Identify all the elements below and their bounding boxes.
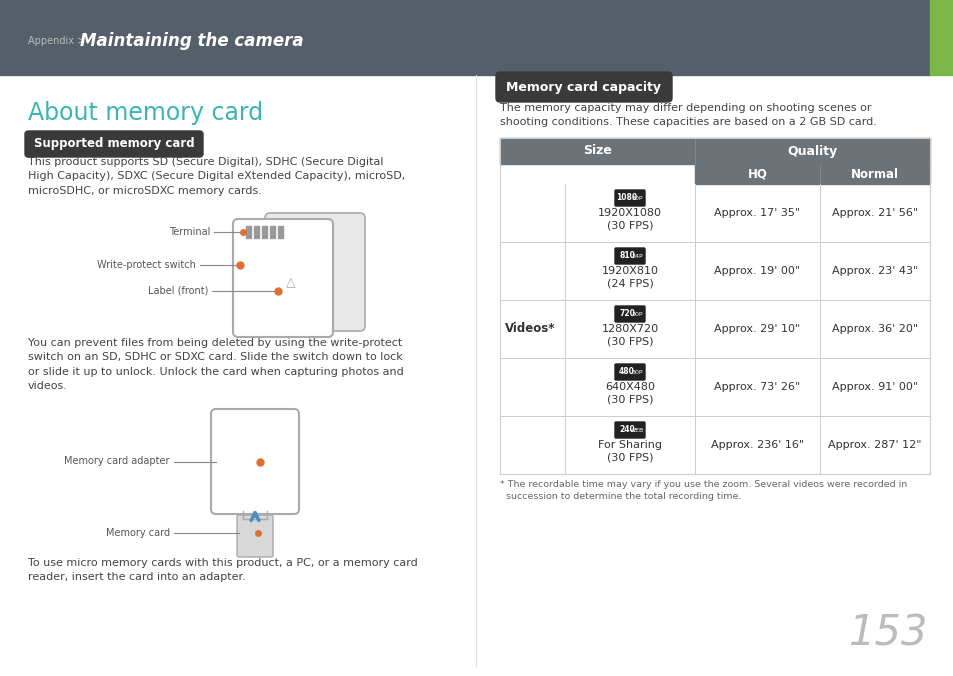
Text: To use micro memory cards with this product, a PC, or a memory card
reader, inse: To use micro memory cards with this prod… xyxy=(28,558,417,583)
Text: succession to determine the total recording time.: succession to determine the total record… xyxy=(499,492,740,501)
Bar xyxy=(499,416,929,474)
Text: Approx. 21' 56": Approx. 21' 56" xyxy=(831,208,917,218)
Text: Label (front): Label (front) xyxy=(148,286,208,296)
Text: 1080: 1080 xyxy=(616,193,637,203)
Text: 1920X810: 1920X810 xyxy=(601,266,658,276)
Bar xyxy=(695,164,929,184)
Bar xyxy=(499,184,929,242)
Text: The memory capacity may differ depending on shooting scenes or
shooting conditio: The memory capacity may differ depending… xyxy=(499,103,876,127)
FancyBboxPatch shape xyxy=(211,409,298,514)
Text: (30 FPS): (30 FPS) xyxy=(606,453,653,463)
Text: Normal: Normal xyxy=(850,168,898,180)
Text: (30 FPS): (30 FPS) xyxy=(606,337,653,347)
Text: (30 FPS): (30 FPS) xyxy=(606,395,653,405)
FancyBboxPatch shape xyxy=(25,131,203,157)
Text: 810: 810 xyxy=(618,251,635,260)
Text: HQ: HQ xyxy=(747,168,766,180)
Text: Quality: Quality xyxy=(786,145,837,158)
Text: 1280X720: 1280X720 xyxy=(600,324,658,334)
Text: You can prevent files from being deleted by using the write-protect
switch on an: You can prevent files from being deleted… xyxy=(28,338,403,391)
Bar xyxy=(262,226,267,238)
Text: Memory card: Memory card xyxy=(106,528,170,538)
Text: 30P: 30P xyxy=(631,370,642,375)
Text: For Sharing: For Sharing xyxy=(598,440,661,450)
Bar xyxy=(0,0,929,75)
Text: Appendix >: Appendix > xyxy=(28,37,89,46)
FancyBboxPatch shape xyxy=(233,219,333,337)
Bar xyxy=(499,242,929,300)
Text: (30 FPS): (30 FPS) xyxy=(606,221,653,231)
Text: 24P: 24P xyxy=(631,254,642,258)
Text: Supported memory card: Supported memory card xyxy=(33,137,194,151)
Bar xyxy=(0,75,953,676)
Text: 480: 480 xyxy=(618,368,635,377)
Text: 153: 153 xyxy=(847,612,927,654)
FancyBboxPatch shape xyxy=(496,72,671,102)
Text: Approx. 17' 35": Approx. 17' 35" xyxy=(714,208,800,218)
Text: 720: 720 xyxy=(618,310,635,318)
Bar xyxy=(246,226,251,238)
Text: Write-protect switch: Write-protect switch xyxy=(97,260,195,270)
FancyBboxPatch shape xyxy=(236,515,273,557)
FancyBboxPatch shape xyxy=(265,213,365,331)
FancyBboxPatch shape xyxy=(615,248,644,264)
Text: 640X480: 640X480 xyxy=(604,382,655,392)
Text: Approx. 91' 00": Approx. 91' 00" xyxy=(831,382,917,392)
Bar xyxy=(499,138,929,164)
FancyBboxPatch shape xyxy=(615,306,644,322)
Bar xyxy=(253,226,258,238)
Text: * The recordable time may vary if you use the zoom. Several videos were recorded: * The recordable time may vary if you us… xyxy=(499,480,906,489)
Text: Videos*: Videos* xyxy=(504,322,555,335)
Text: Size: Size xyxy=(582,145,611,158)
Text: 1920X1080: 1920X1080 xyxy=(598,208,661,218)
Text: Approx. 36' 20": Approx. 36' 20" xyxy=(831,324,917,334)
Text: Maintaining the camera: Maintaining the camera xyxy=(80,32,303,50)
Text: 30P: 30P xyxy=(631,195,642,201)
Bar xyxy=(277,226,283,238)
Text: 240: 240 xyxy=(618,425,634,435)
Text: Terminal: Terminal xyxy=(169,227,210,237)
Text: Approx. 287' 12": Approx. 287' 12" xyxy=(827,440,921,450)
Text: Approx. 19' 00": Approx. 19' 00" xyxy=(714,266,800,276)
Text: This product supports SD (Secure Digital), SDHC (Secure Digital
High Capacity), : This product supports SD (Secure Digital… xyxy=(28,157,405,196)
Bar xyxy=(499,358,929,416)
Text: Approx. 29' 10": Approx. 29' 10" xyxy=(714,324,800,334)
FancyBboxPatch shape xyxy=(615,364,644,380)
Text: About memory card: About memory card xyxy=(28,101,263,125)
FancyBboxPatch shape xyxy=(615,422,644,438)
FancyBboxPatch shape xyxy=(615,190,644,206)
Text: WEB: WEB xyxy=(629,427,643,433)
Text: (24 FPS): (24 FPS) xyxy=(606,279,653,289)
Bar xyxy=(499,300,929,358)
Bar xyxy=(270,226,274,238)
Text: Memory card adapter: Memory card adapter xyxy=(65,456,170,466)
Text: △: △ xyxy=(286,276,295,289)
Text: Approx. 23' 43": Approx. 23' 43" xyxy=(831,266,917,276)
Bar xyxy=(929,0,953,75)
Text: Memory card capacity: Memory card capacity xyxy=(506,80,660,93)
Text: 30P: 30P xyxy=(631,312,642,316)
Text: Approx. 73' 26": Approx. 73' 26" xyxy=(714,382,800,392)
Text: Approx. 236' 16": Approx. 236' 16" xyxy=(710,440,803,450)
